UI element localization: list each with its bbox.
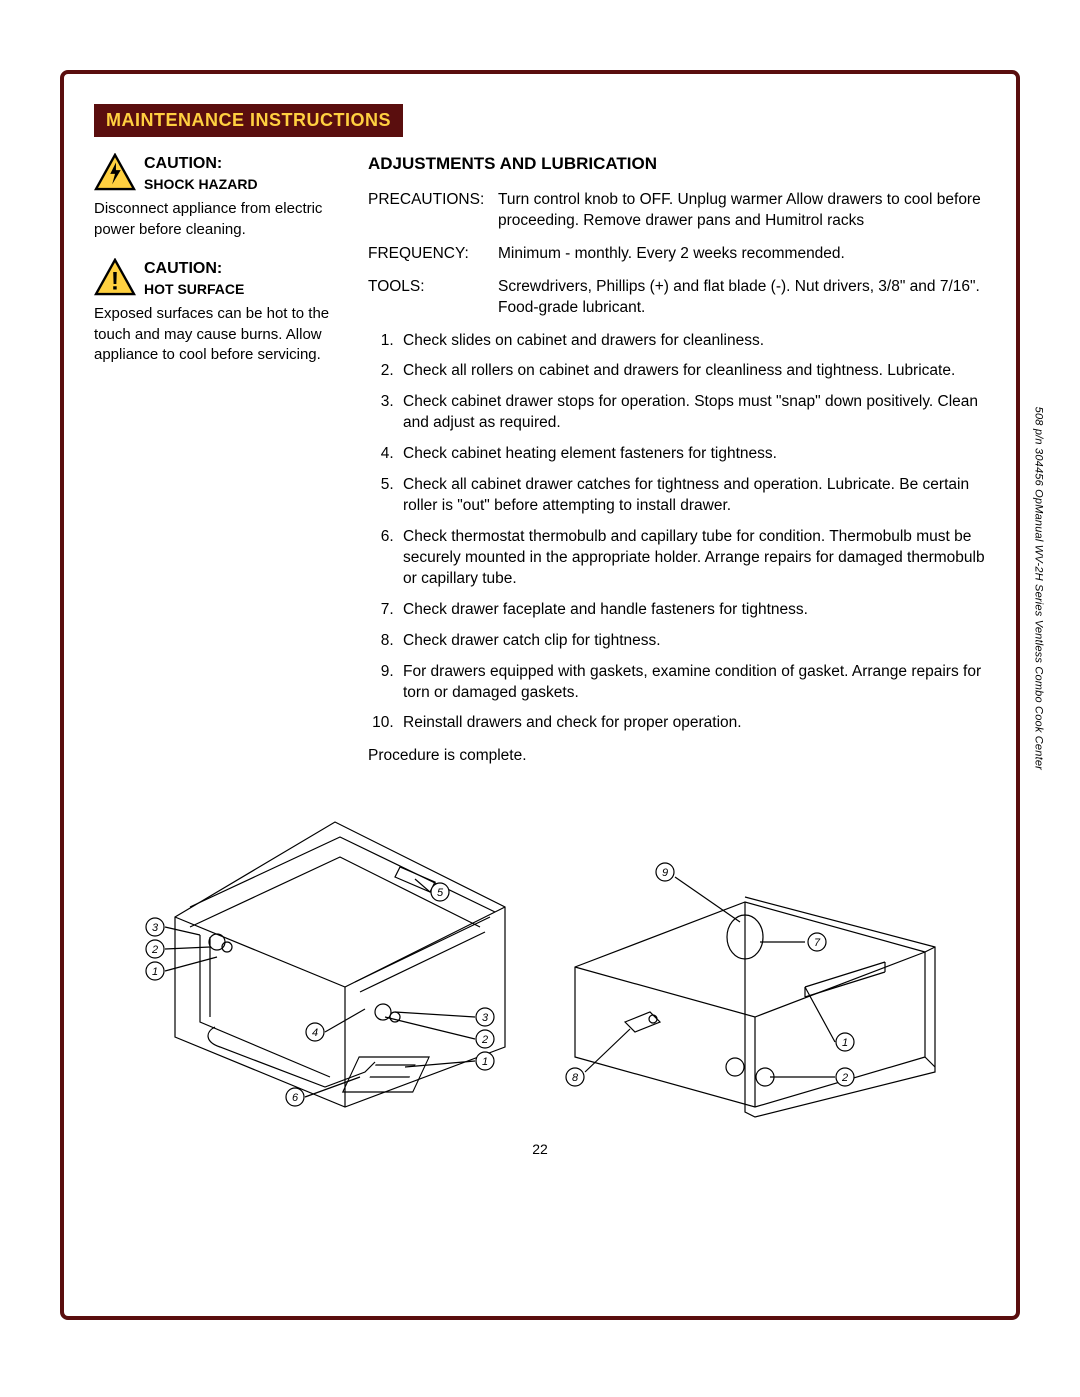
spec-value: Minimum - monthly. Every 2 weeks recomme… xyxy=(498,244,845,265)
section-header: MAINTENANCE INSTRUCTIONS xyxy=(94,104,403,137)
callout-label: 2 xyxy=(481,1034,488,1046)
callout-label: 1 xyxy=(842,1037,848,1049)
spec-label: FREQUENCY: xyxy=(368,244,498,265)
caution-body: Exposed surfaces can be hot to the touch… xyxy=(94,304,344,365)
shock-hazard-icon xyxy=(94,153,136,191)
page-frame: MAINTENANCE INSTRUCTIONS CAUTION: SHOCK … xyxy=(60,70,1020,1320)
spec-label: TOOLS: xyxy=(368,277,498,319)
main-content: ADJUSTMENTS AND LUBRICATION PRECAUTIONS:… xyxy=(368,153,986,767)
step-item: For drawers equipped with gaskets, exami… xyxy=(398,662,986,704)
spec-frequency: FREQUENCY: Minimum - monthly. Every 2 we… xyxy=(368,244,986,265)
caution-title: CAUTION: xyxy=(144,258,244,280)
callout-label: 4 xyxy=(312,1027,318,1039)
sidebar: CAUTION: SHOCK HAZARD Disconnect applian… xyxy=(94,153,344,383)
technical-diagram: 3 2 1 4 5 6 3 2 1 9 7 1 2 8 xyxy=(94,787,986,1127)
caution-subtitle: SHOCK HAZARD xyxy=(144,175,258,194)
spec-value: Turn control knob to OFF. Unplug warmer … xyxy=(498,190,986,232)
document-side-label: 508 p/n 304456 OpManual WV-2H Series Ven… xyxy=(1032,406,1044,769)
step-item: Check thermostat thermobulb and capillar… xyxy=(398,527,986,590)
step-item: Check all cabinet drawer catches for tig… xyxy=(398,475,986,517)
step-item: Check drawer faceplate and handle fasten… xyxy=(398,600,986,621)
hot-surface-icon: ! xyxy=(94,258,136,296)
caution-title: CAUTION: xyxy=(144,153,258,175)
caution-shock-hazard: CAUTION: SHOCK HAZARD Disconnect applian… xyxy=(94,153,344,240)
callout-label: 2 xyxy=(151,944,158,956)
callout-label: 6 xyxy=(292,1092,299,1104)
caution-hot-surface: ! CAUTION: HOT SURFACE Exposed surfaces … xyxy=(94,258,344,365)
diagram-area: 3 2 1 4 5 6 3 2 1 9 7 1 2 8 xyxy=(94,787,986,1127)
page-number: 22 xyxy=(94,1141,986,1157)
caution-body: Disconnect appliance from electric power… xyxy=(94,199,344,240)
callout-label: 3 xyxy=(152,922,159,934)
procedure-complete: Procedure is complete. xyxy=(368,746,986,767)
spec-tools: TOOLS: Screwdrivers, Phillips (+) and fl… xyxy=(368,277,986,319)
cabinet-diagram xyxy=(175,822,505,1107)
callout-label: 3 xyxy=(482,1012,489,1024)
callout-label: 5 xyxy=(437,887,444,899)
spec-value: Screwdrivers, Phillips (+) and flat blad… xyxy=(498,277,986,319)
step-item: Check drawer catch clip for tightness. xyxy=(398,631,986,652)
step-item: Check all rollers on cabinet and drawers… xyxy=(398,361,986,382)
callout-label: 9 xyxy=(662,867,668,879)
callout-label: 1 xyxy=(482,1056,488,1068)
main-heading: ADJUSTMENTS AND LUBRICATION xyxy=(368,153,986,176)
svg-text:!: ! xyxy=(111,268,119,295)
callout-label: 2 xyxy=(841,1072,848,1084)
spec-label: PRECAUTIONS: xyxy=(368,190,498,232)
callout-label: 8 xyxy=(572,1072,579,1084)
step-list: Check slides on cabinet and drawers for … xyxy=(368,331,986,735)
spec-precautions: PRECAUTIONS: Turn control knob to OFF. U… xyxy=(368,190,986,232)
step-item: Check cabinet drawer stops for operation… xyxy=(398,392,986,434)
step-item: Check cabinet heating element fasteners … xyxy=(398,444,986,465)
caution-subtitle: HOT SURFACE xyxy=(144,280,244,299)
drawer-diagram xyxy=(575,897,935,1117)
step-item: Reinstall drawers and check for proper o… xyxy=(398,713,986,734)
step-item: Check slides on cabinet and drawers for … xyxy=(398,331,986,352)
callout-label: 7 xyxy=(814,937,821,949)
callout-label: 1 xyxy=(152,966,158,978)
content-wrap: CAUTION: SHOCK HAZARD Disconnect applian… xyxy=(94,153,986,767)
